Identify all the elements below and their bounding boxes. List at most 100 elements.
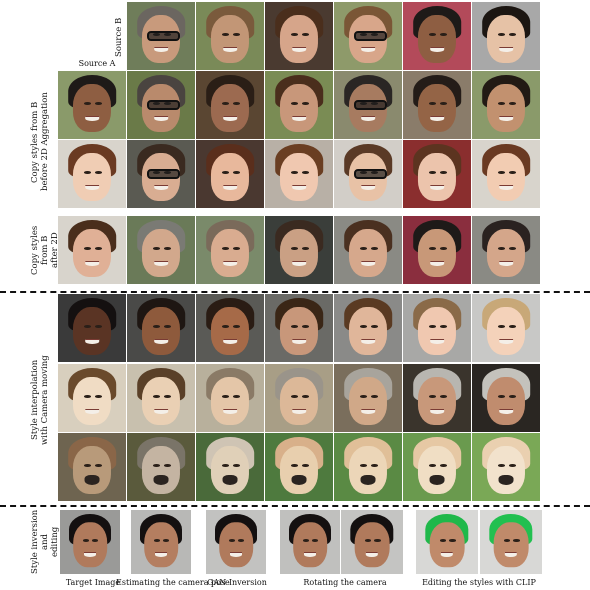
- eye: [497, 247, 505, 250]
- eye: [301, 325, 309, 328]
- face: [493, 522, 529, 568]
- source-a-row-image: [265, 71, 333, 139]
- eye: [301, 464, 309, 467]
- face: [417, 153, 457, 201]
- eye: [428, 325, 436, 328]
- after-aggregation-row-image: [403, 216, 471, 284]
- face: [72, 229, 112, 277]
- eye: [503, 539, 510, 542]
- mouth: [154, 46, 168, 52]
- face: [210, 153, 250, 201]
- animal-face: [279, 446, 319, 494]
- eye: [449, 539, 456, 542]
- eye: [290, 33, 298, 36]
- mouth: [361, 184, 375, 190]
- mouth: [430, 408, 444, 414]
- mouth: [292, 46, 306, 52]
- face: [486, 229, 526, 277]
- eye: [439, 539, 446, 542]
- mouth: [440, 552, 454, 558]
- eye: [232, 464, 240, 467]
- mouth: [292, 115, 306, 121]
- sunglasses: [354, 168, 387, 180]
- after-aggregation-row-image: [472, 216, 540, 284]
- eye: [439, 247, 447, 250]
- eye: [153, 539, 160, 542]
- eye: [152, 395, 160, 398]
- mouth: [230, 552, 242, 558]
- eye: [364, 539, 371, 542]
- nose: [360, 475, 376, 485]
- source-a-row-2-image: [127, 140, 195, 208]
- separator-2: [0, 505, 590, 507]
- eye: [508, 33, 516, 36]
- eye: [221, 395, 229, 398]
- mouth: [84, 552, 96, 558]
- animal-face: [348, 446, 388, 494]
- eye: [232, 171, 240, 174]
- interp-row-3-image: [472, 433, 540, 501]
- face: [210, 84, 250, 132]
- clip-1: [416, 510, 478, 574]
- mouth: [499, 338, 513, 344]
- interp-row-2-image: [127, 364, 195, 432]
- animal-face: [72, 446, 112, 494]
- eye: [508, 464, 516, 467]
- interp-row-2-image: [196, 364, 264, 432]
- face: [210, 15, 250, 63]
- face: [141, 307, 181, 355]
- mouth: [499, 115, 513, 121]
- eye: [163, 325, 171, 328]
- eye: [370, 325, 378, 328]
- eye: [301, 395, 309, 398]
- face: [73, 522, 107, 568]
- eye: [94, 325, 102, 328]
- nose: [153, 475, 169, 485]
- nose: [291, 475, 307, 485]
- eye: [221, 102, 229, 105]
- mouth: [430, 338, 444, 344]
- mouth: [499, 408, 513, 414]
- eye: [370, 395, 378, 398]
- eye: [497, 325, 505, 328]
- source-b-row-image: [403, 2, 471, 70]
- face: [354, 522, 390, 568]
- source-a-row-2-image: [403, 140, 471, 208]
- eye: [428, 171, 436, 174]
- nose: [498, 475, 514, 485]
- mouth: [361, 338, 375, 344]
- target-image: [60, 510, 120, 574]
- face: [429, 522, 465, 568]
- eye: [428, 102, 436, 105]
- eye: [359, 325, 367, 328]
- mouth: [361, 46, 375, 52]
- mouth: [361, 115, 375, 121]
- eye: [232, 247, 240, 250]
- interp-row-2-image: [58, 364, 126, 432]
- eye: [94, 464, 102, 467]
- mouth: [430, 115, 444, 121]
- interp-row-3-image: [265, 433, 333, 501]
- source-a-row-2-image: [196, 140, 264, 208]
- eye: [221, 325, 229, 328]
- eye: [439, 102, 447, 105]
- face: [348, 307, 388, 355]
- mouth: [361, 408, 375, 414]
- interp-row-1-image: [196, 294, 264, 362]
- interp-row-3-image: [403, 433, 471, 501]
- eye: [497, 171, 505, 174]
- mouth: [154, 408, 168, 414]
- after-aggregation-row-image: [265, 216, 333, 284]
- source-b-row-image: [196, 2, 264, 70]
- eye: [232, 395, 240, 398]
- eye: [301, 102, 309, 105]
- eye: [508, 171, 516, 174]
- eye: [508, 325, 516, 328]
- mouth: [504, 552, 518, 558]
- mouth: [154, 115, 168, 121]
- face: [279, 153, 319, 201]
- mouth: [85, 408, 99, 414]
- mouth: [430, 260, 444, 266]
- face: [219, 522, 253, 568]
- eye: [312, 539, 319, 542]
